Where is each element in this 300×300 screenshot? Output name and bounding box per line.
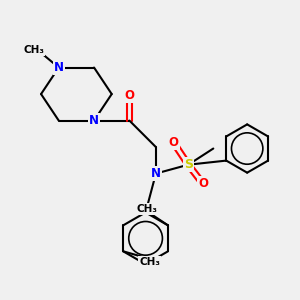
Text: O: O — [198, 177, 208, 190]
Text: CH₃: CH₃ — [23, 45, 44, 55]
Text: CH₃: CH₃ — [139, 256, 160, 267]
Text: O: O — [124, 89, 134, 102]
Text: N: N — [151, 167, 161, 180]
Text: O: O — [169, 136, 178, 149]
Text: CH₃: CH₃ — [137, 204, 158, 214]
Text: N: N — [54, 61, 64, 74]
Text: N: N — [89, 114, 99, 127]
Text: S: S — [184, 158, 193, 171]
